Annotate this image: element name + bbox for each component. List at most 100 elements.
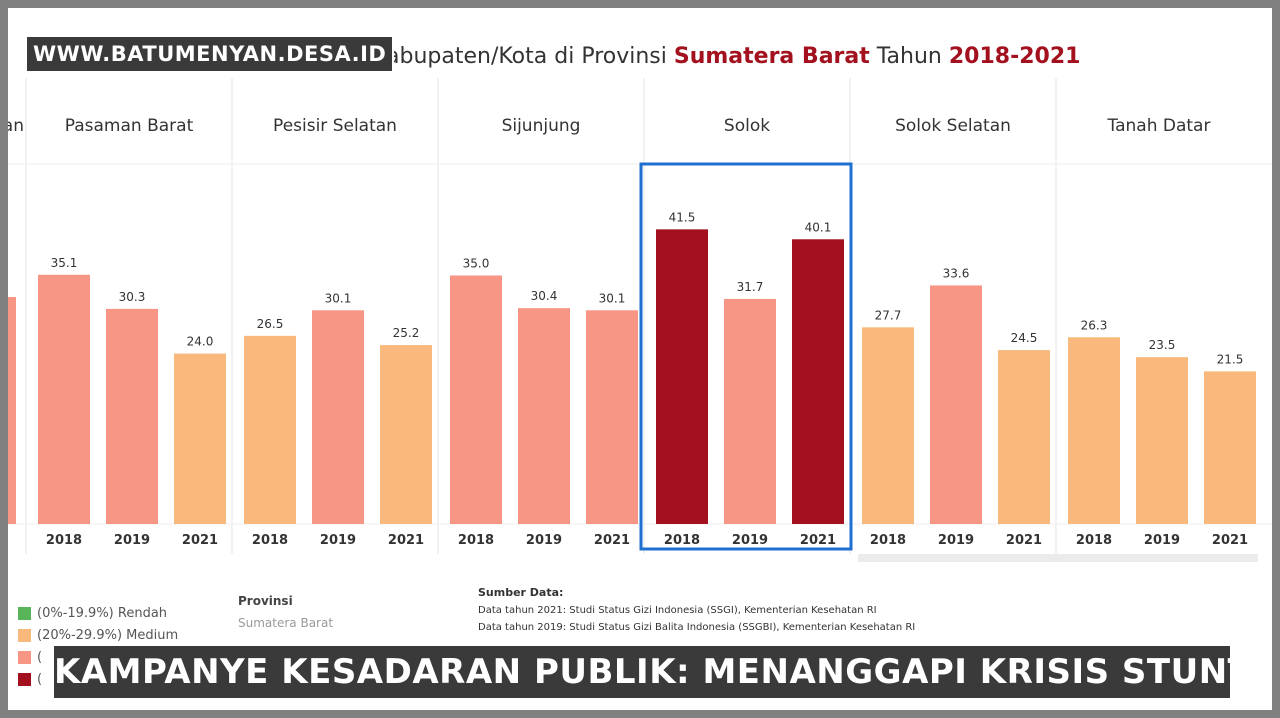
year-tick-label: 2018	[46, 533, 82, 548]
bar	[312, 310, 364, 524]
legend-entry-3: (	[18, 668, 178, 690]
source-title: Sumber Data:	[478, 586, 564, 599]
bar-value-label: 26.3	[1081, 318, 1108, 332]
province-title: Provinsi	[238, 594, 293, 608]
group-2: Pesisir Selatan 26.5 2018 30.1 2019 25.2 2021	[244, 116, 432, 548]
bar-value-label: 30.1	[325, 291, 352, 305]
bar	[724, 298, 776, 524]
group-label: Solok	[724, 116, 770, 136]
legend-label: (0%-19.9%) Rendah	[37, 605, 168, 621]
group-label: Solok Selatan	[895, 116, 1011, 136]
group-label: an	[8, 116, 24, 136]
group-6: Tanah Datar 26.3 2018 23.5 2019 21.5 2021	[1068, 116, 1256, 548]
infographic: abupaten/Kota di Provinsi Sumatera Barat…	[8, 8, 1272, 710]
source-line-2021: Data tahun 2021: Studi Status Gizi Indon…	[478, 605, 877, 616]
bar-value-label: 40.1	[805, 220, 832, 234]
group-4: Solok 41.5 2018 31.7 2019 40.1 2021	[639, 116, 853, 551]
bar	[792, 239, 844, 525]
group-5: Solok Selatan 27.7 2018 33.6 2019 24.5 2021	[862, 116, 1050, 548]
color-legend: (0%-19.9%) Rendah (20%-29.9%) Medium ( (	[18, 602, 178, 690]
watermark: WWW.BATUMENYAN.DESA.ID	[25, 35, 395, 73]
title-part-1: Sumatera Barat	[674, 44, 870, 69]
bar-value-label: 30.4	[531, 289, 558, 303]
legend-label: (20%-29.9%) Medium	[37, 627, 179, 643]
year-tick-label: 2019	[732, 533, 768, 548]
bar	[1204, 371, 1256, 524]
year-tick-label: 2019	[1144, 533, 1180, 548]
group-label: Sijunjung	[502, 116, 581, 136]
bar	[244, 335, 296, 524]
legend-entry-0: (0%-19.9%) Rendah	[18, 602, 178, 624]
province-value: Sumatera Barat	[238, 616, 334, 630]
stunting-bar-chart: abupaten/Kota di Provinsi Sumatera Barat…	[8, 44, 1272, 562]
bar	[450, 275, 502, 524]
bar-value-label: 21.5	[1217, 352, 1244, 366]
bar	[862, 327, 914, 524]
bar	[930, 285, 982, 524]
legend-swatch	[18, 628, 31, 642]
year-tick-label: 2018	[458, 533, 494, 548]
bar-value-label: 27.7	[875, 308, 902, 322]
legend-entry-2: (	[18, 646, 178, 668]
province-filter: Provinsi Sumatera Barat	[238, 594, 333, 630]
legend-label: (	[37, 671, 43, 687]
bar-value-label: 35.0	[463, 257, 490, 271]
year-tick-label: 2021	[800, 533, 836, 548]
year-tick-label: 2021	[594, 533, 630, 548]
year-tick-label: 2018	[664, 533, 700, 548]
bar-value-label: 30.1	[599, 291, 626, 305]
bar-value-label: 31.7	[737, 280, 764, 294]
headline-banner: KAMPANYE KESADARAN PUBLIK: MENANGGAPI KR…	[52, 644, 1232, 700]
highlight-box	[639, 162, 853, 551]
data-source: Sumber Data: Data tahun 2021: Studi Stat…	[478, 586, 915, 639]
bar	[106, 308, 158, 524]
bar	[380, 345, 432, 524]
bar-value-label: 26.5	[257, 317, 284, 331]
year-tick-label: 2018	[870, 533, 906, 548]
group-1: Pasaman Barat 35.1 2018 30.3 2019 24.0 2021	[38, 116, 226, 548]
bar	[656, 229, 708, 524]
bar-value-label: 24.0	[187, 335, 214, 349]
bar-value-label: 24.5	[1011, 331, 1038, 345]
legend-swatch	[18, 650, 31, 664]
group-3: Sijunjung 35.0 2018 30.4 2019 30.1 2021	[450, 116, 638, 548]
year-tick-label: 2019	[526, 533, 562, 548]
year-tick-label: 2019	[320, 533, 356, 548]
bar-value-label: 33.6	[943, 266, 970, 280]
year-tick-label: 2018	[252, 533, 288, 548]
year-tick-label: 2021	[1212, 533, 1248, 548]
bar	[586, 310, 638, 524]
legend-label: (	[37, 649, 43, 665]
bar-value-label: 41.5	[669, 210, 696, 224]
chart-title: abupaten/Kota di Provinsi Sumatera Barat…	[386, 44, 1080, 69]
bar-value-label: 35.1	[51, 256, 78, 270]
bar	[998, 350, 1050, 524]
bar	[1068, 337, 1120, 524]
source-line-2019: Data tahun 2019: Studi Status Gizi Balit…	[478, 622, 916, 633]
bar	[518, 308, 570, 524]
scrollbar-track	[858, 554, 1258, 562]
bar	[174, 353, 226, 524]
legend-swatch	[18, 672, 31, 686]
bar	[1136, 357, 1188, 524]
chart-plot: an Pasaman Barat35.1201830.3201924.02021P…	[8, 78, 1272, 562]
bar-partial	[8, 297, 16, 524]
bar-value-label: 25.2	[393, 326, 420, 340]
bar-value-label: 23.5	[1149, 338, 1176, 352]
legend-entry-1: (20%-29.9%) Medium	[18, 624, 178, 646]
year-tick-label: 2021	[388, 533, 424, 548]
group-label: Pasaman Barat	[65, 116, 194, 136]
year-tick-label: 2021	[182, 533, 218, 548]
bar-value-label: 30.3	[119, 290, 146, 304]
title-part-3: 2018-2021	[949, 44, 1081, 69]
group-label: Pesisir Selatan	[273, 116, 397, 136]
title-part-2: Tahun	[870, 44, 949, 69]
group-0: an	[8, 116, 24, 136]
title-part-0: abupaten/Kota di Provinsi	[386, 44, 674, 69]
legend-swatch	[18, 606, 31, 620]
bar	[38, 274, 90, 524]
year-tick-label: 2019	[114, 533, 150, 548]
year-tick-label: 2018	[1076, 533, 1112, 548]
year-tick-label: 2021	[1006, 533, 1042, 548]
year-tick-label: 2019	[938, 533, 974, 548]
